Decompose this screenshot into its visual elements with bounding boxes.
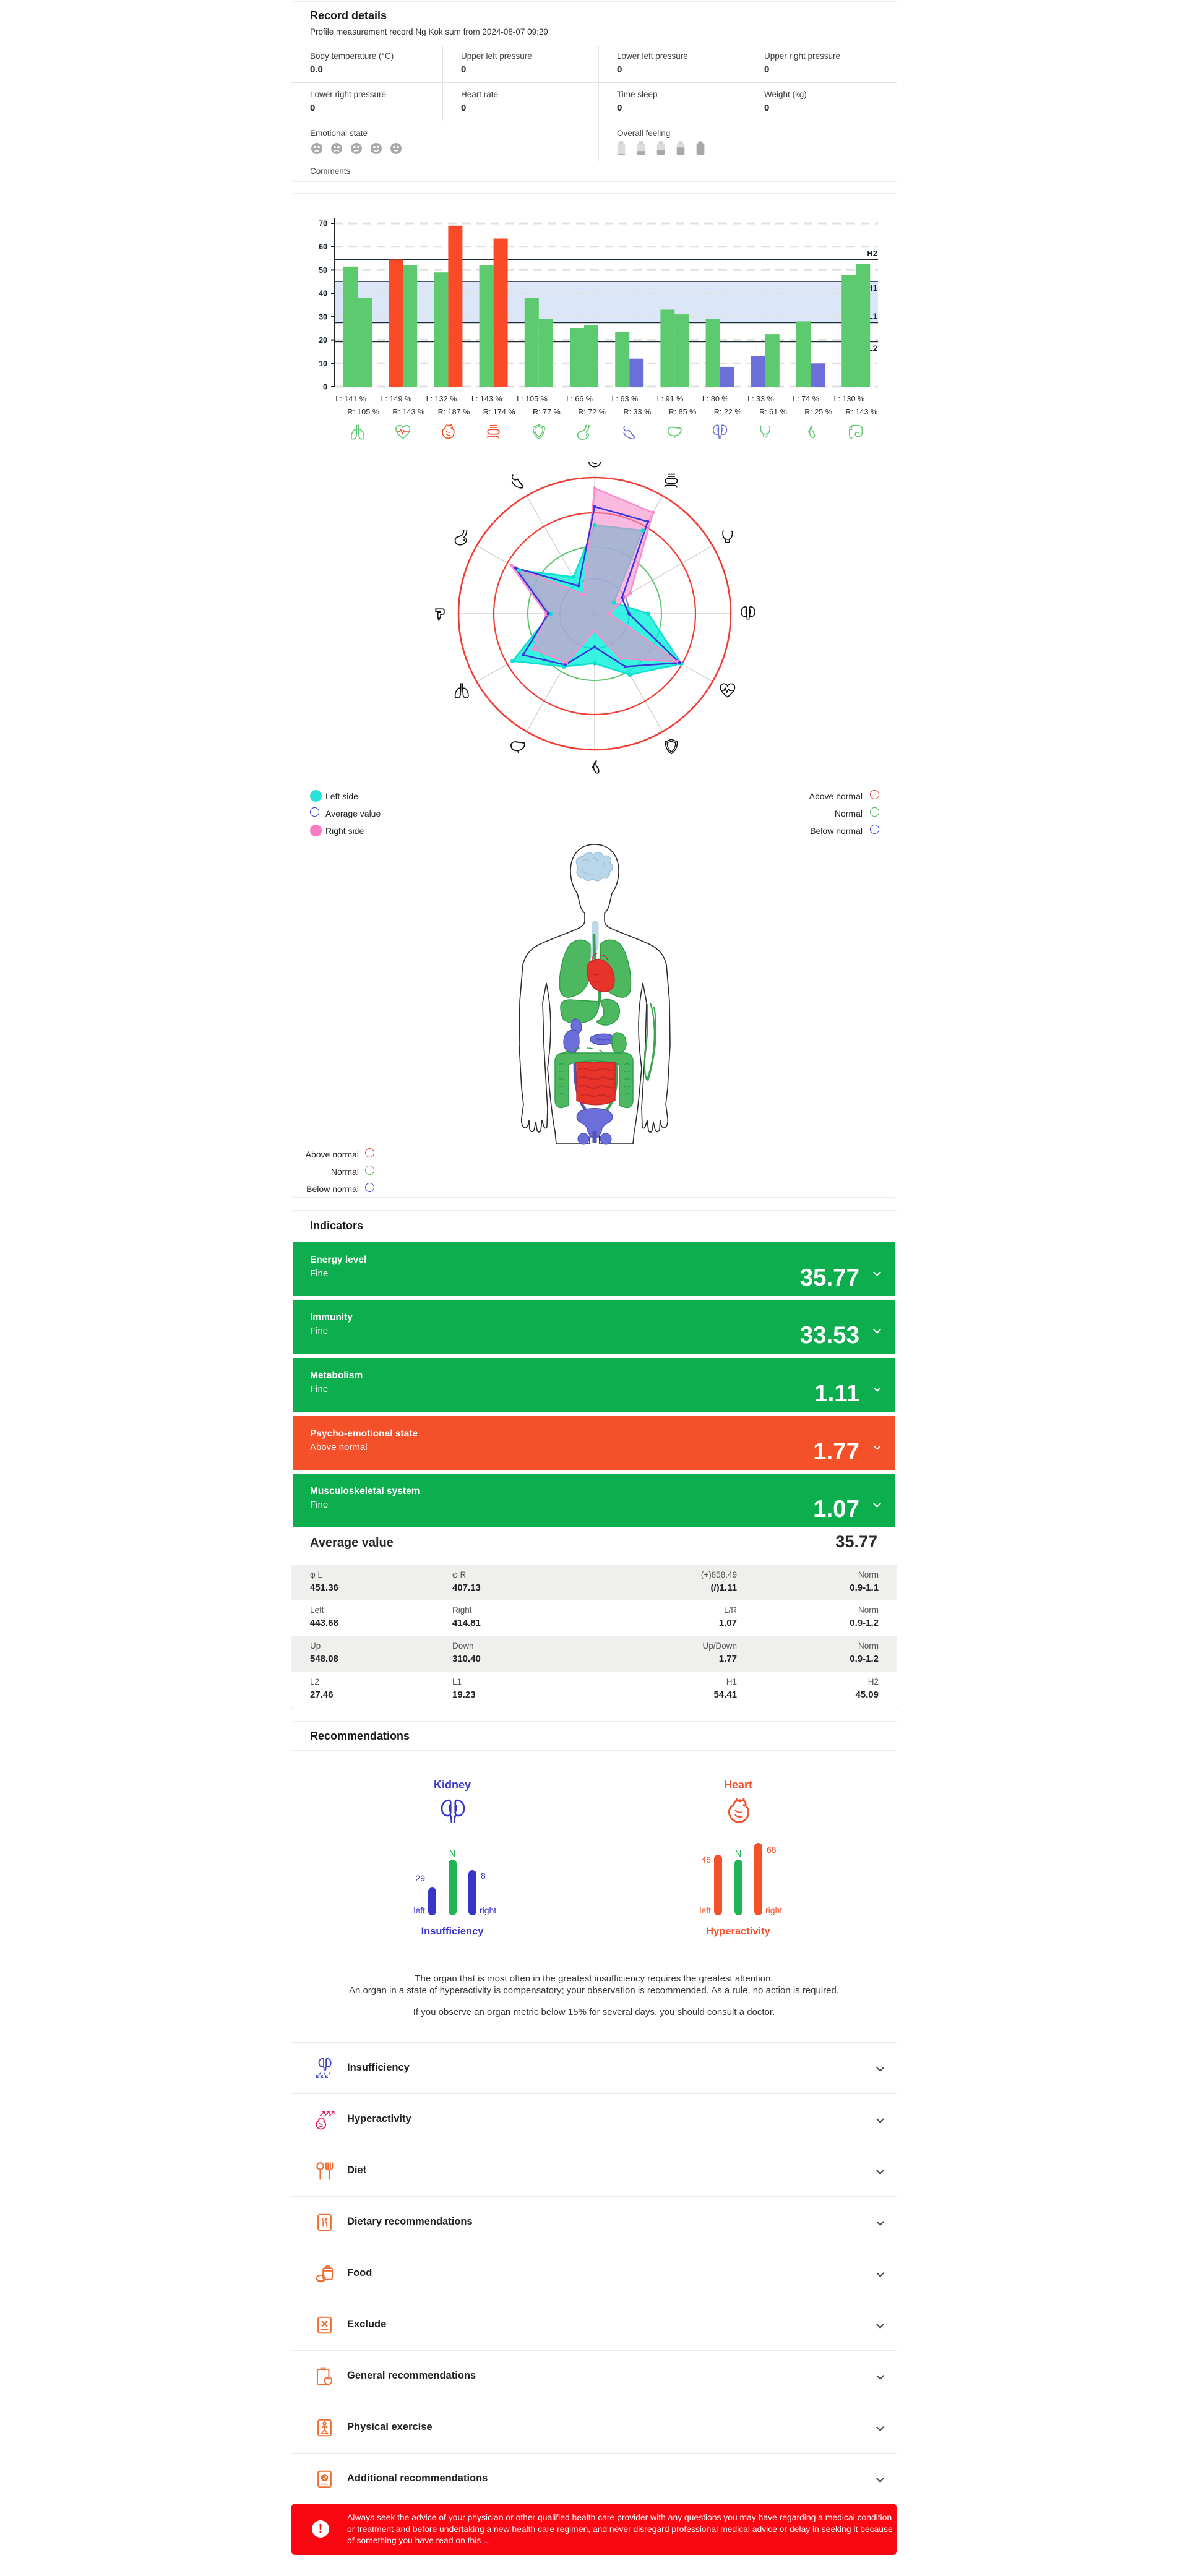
svg-text:left: left — [413, 1905, 425, 1915]
svg-text:right: right — [480, 1905, 496, 1915]
svg-text:R: 33 %: R: 33 % — [623, 408, 651, 416]
svg-text:L: 105 %: L: 105 % — [517, 395, 548, 403]
svg-text:20: 20 — [319, 336, 327, 345]
svg-text:68: 68 — [767, 1845, 777, 1855]
svg-text:48: 48 — [701, 1855, 711, 1865]
svg-text:R: 22 %: R: 22 % — [714, 408, 742, 416]
svg-text:R: 143 %: R: 143 % — [392, 408, 424, 416]
svg-text:40: 40 — [319, 290, 327, 298]
svg-text:L: 80 %: L: 80 % — [702, 395, 729, 403]
svg-text:29: 29 — [415, 1873, 425, 1883]
svg-text:L: 130 %: L: 130 % — [833, 395, 864, 403]
svg-text:L: 74 %: L: 74 % — [793, 395, 819, 403]
svg-text:R: 61 %: R: 61 % — [759, 408, 787, 416]
svg-text:right: right — [765, 1905, 782, 1915]
svg-text:L2: L2 — [868, 344, 877, 353]
svg-text:70: 70 — [319, 220, 327, 228]
svg-text:N: N — [735, 1849, 741, 1859]
svg-text:R: 72 %: R: 72 % — [578, 408, 606, 416]
svg-text:50: 50 — [319, 266, 327, 275]
svg-text:10: 10 — [319, 359, 327, 368]
svg-text:L: 33 %: L: 33 % — [747, 395, 774, 403]
svg-text:L: 91 %: L: 91 % — [657, 395, 684, 403]
svg-text:left: left — [699, 1905, 711, 1915]
svg-text:R: 174 %: R: 174 % — [483, 408, 515, 416]
svg-text:R: 143 %: R: 143 % — [845, 408, 877, 416]
svg-text:R: 187 %: R: 187 % — [438, 408, 470, 416]
svg-text:8: 8 — [481, 1871, 486, 1881]
svg-text:R: 25 %: R: 25 % — [804, 408, 832, 416]
svg-text:30: 30 — [319, 312, 327, 321]
svg-text:N: N — [449, 1849, 455, 1859]
svg-text:R: 85 %: R: 85 % — [669, 408, 697, 416]
svg-text:R: 105 %: R: 105 % — [347, 408, 379, 416]
svg-text:H2: H2 — [867, 249, 877, 258]
svg-text:L: 132 %: L: 132 % — [426, 395, 457, 403]
svg-text:L: 143 %: L: 143 % — [471, 395, 502, 403]
svg-text:L1: L1 — [868, 311, 877, 320]
svg-text:L: 141 %: L: 141 % — [335, 395, 366, 403]
svg-text:L: 149 %: L: 149 % — [381, 395, 411, 403]
svg-text:0: 0 — [323, 383, 327, 392]
svg-text:R: 77 %: R: 77 % — [533, 408, 561, 416]
svg-text:L: 63 %: L: 63 % — [611, 395, 638, 403]
svg-text:60: 60 — [319, 243, 327, 251]
svg-text:L: 66 %: L: 66 % — [566, 395, 593, 403]
